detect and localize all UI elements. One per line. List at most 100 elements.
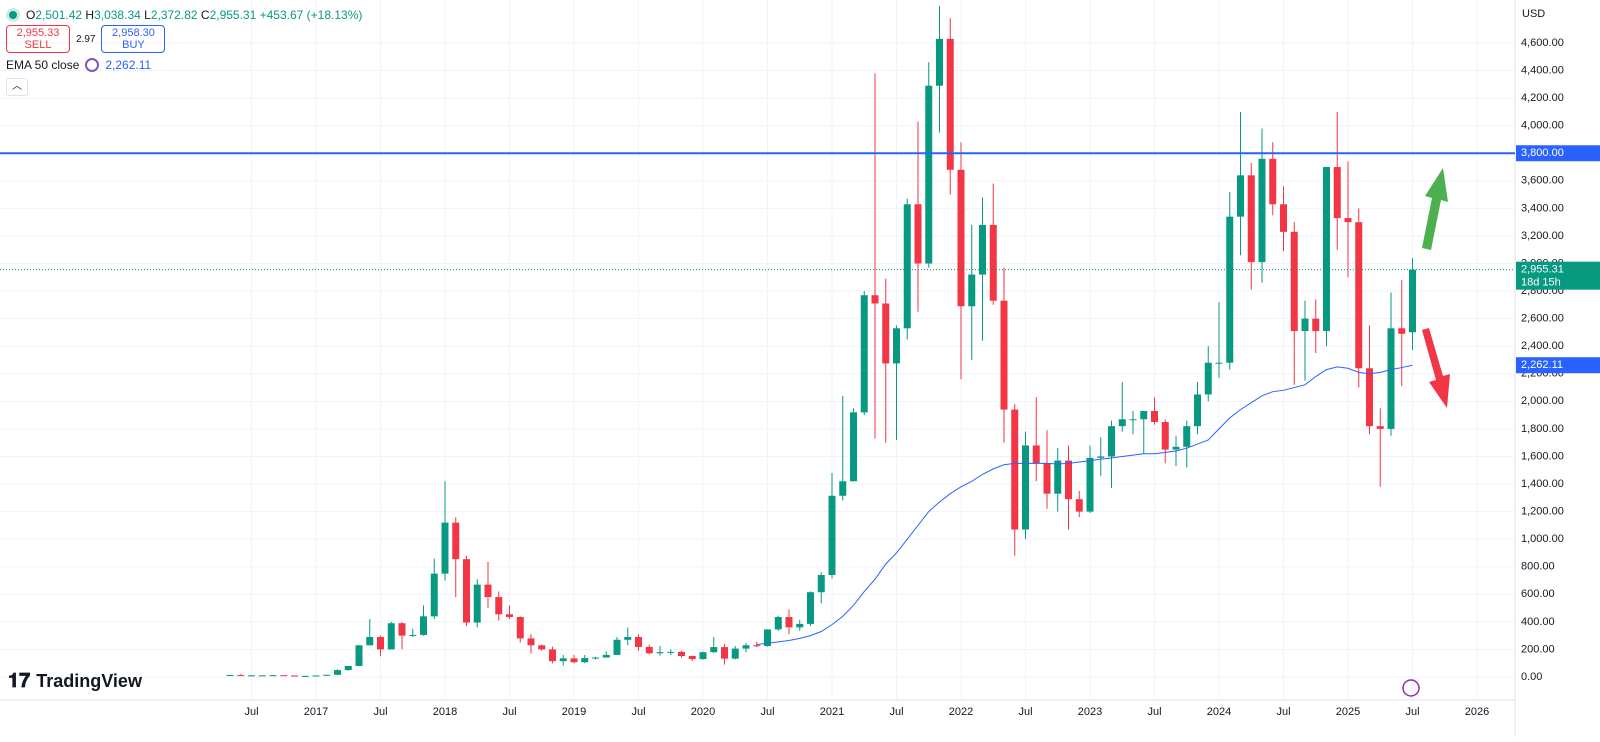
status-dot — [6, 8, 20, 22]
currency: USD — [1522, 8, 1545, 20]
candle-body — [473, 584, 481, 623]
collapse-button[interactable]: ︿ — [6, 78, 28, 96]
candle-body — [1344, 218, 1352, 223]
candle-body — [1075, 499, 1083, 512]
candle-body — [420, 616, 427, 635]
price-tag — [1516, 261, 1600, 290]
change: +453.67 (+18.13%) — [259, 8, 363, 22]
candle-body — [699, 652, 707, 660]
candle-body — [710, 647, 718, 653]
value: 2,372.82 — [150, 8, 198, 22]
y-tick-label: 4,000.00 — [1521, 120, 1564, 132]
candle-body — [828, 495, 836, 575]
candle-body — [344, 665, 352, 671]
y-tick-label: 600.00 — [1521, 588, 1555, 600]
y-tick-label: 0.00 — [1521, 671, 1542, 683]
candle-body — [624, 637, 632, 640]
y-tick-label: 4,600.00 — [1521, 37, 1564, 49]
candle-body — [946, 38, 954, 170]
price-tag-label: 3,800.00 — [1521, 147, 1564, 159]
candle-body — [1355, 222, 1363, 369]
candle-body — [1043, 463, 1051, 494]
x-tick-label: 2017 — [304, 706, 328, 718]
price-tag — [1516, 357, 1600, 374]
sell-label: SELL — [24, 39, 52, 51]
buy-button[interactable]: 2,958.30 BUY — [101, 25, 166, 53]
candle-body — [721, 647, 728, 659]
y-tick-label: 2,400.00 — [1521, 340, 1564, 352]
y-tick-label: 2,000.00 — [1521, 395, 1564, 407]
y-tick-label: 200.00 — [1521, 643, 1555, 655]
x-tick-label: 2025 — [1336, 706, 1360, 718]
candle-body — [570, 658, 578, 663]
x-tick-label: Jul — [1018, 706, 1032, 718]
price-tag — [1516, 145, 1600, 162]
candle-body — [785, 617, 793, 628]
candle-body — [968, 274, 976, 307]
candle-body — [1086, 457, 1094, 512]
indicator-icon[interactable] — [85, 58, 100, 72]
candle-body — [893, 328, 900, 364]
candle-body — [355, 645, 363, 666]
candle-body — [291, 675, 298, 677]
candle-body — [516, 617, 524, 639]
label: C — [200, 8, 210, 22]
y-tick-label: 1,000.00 — [1521, 533, 1564, 545]
candle-body — [1011, 409, 1019, 530]
candle-body — [538, 645, 546, 650]
lightning-icon[interactable] — [1402, 679, 1420, 697]
candle-body — [1194, 394, 1201, 427]
candle-body — [1376, 426, 1384, 429]
candle-body — [484, 584, 492, 598]
buy-price: 2,958.30 — [112, 27, 155, 39]
x-tick-label: Jul — [1405, 706, 1419, 718]
logo-icon: 𝟏𝟕 — [8, 670, 31, 692]
candle-body — [581, 658, 589, 663]
candle-body — [592, 657, 599, 659]
y-tick-label: 1,600.00 — [1521, 450, 1564, 462]
candle-body — [1280, 204, 1287, 232]
indicator-name: EMA 50 close — [6, 58, 80, 72]
x-tick-label: 2023 — [1078, 706, 1102, 718]
candle-body — [441, 522, 449, 574]
candle-body — [226, 675, 234, 677]
candle-body — [559, 658, 567, 662]
candle-body — [1333, 167, 1341, 219]
candle-body — [1097, 456, 1105, 458]
candle-body — [817, 574, 825, 593]
x-tick-label: 2022 — [949, 706, 973, 718]
candle-body — [914, 204, 922, 264]
candle-body — [495, 597, 503, 615]
candle-body — [731, 648, 739, 659]
candle-body — [1237, 175, 1244, 217]
candle-body — [796, 623, 804, 628]
candle-body — [613, 639, 621, 655]
candle-body — [1172, 446, 1180, 450]
candle-body — [1151, 410, 1158, 423]
sell-button[interactable]: 2,955.33 SELL — [6, 25, 70, 53]
x-tick-label: Jul — [1147, 706, 1161, 718]
candle-body — [1226, 216, 1234, 363]
candle-body — [387, 623, 395, 650]
candle-body — [1118, 419, 1126, 427]
value: 3,038.34 — [94, 8, 141, 22]
y-tick-label: 1,400.00 — [1521, 478, 1564, 490]
candle-body — [463, 559, 470, 623]
candle-body — [258, 675, 266, 677]
candle-body — [688, 656, 696, 660]
x-tick-label: Jul — [631, 706, 645, 718]
candle-body — [979, 224, 986, 275]
candle-body — [850, 412, 857, 482]
x-tick-label: 2024 — [1207, 706, 1231, 718]
candle-body — [430, 573, 438, 617]
candle-body — [936, 38, 943, 86]
candle-body — [1323, 167, 1330, 332]
candle-body — [377, 637, 384, 650]
candle-body — [1032, 445, 1040, 464]
y-tick-label: 3,400.00 — [1521, 202, 1564, 214]
candle-body — [764, 629, 771, 646]
x-tick-label: 2020 — [691, 706, 715, 718]
candle-body — [1301, 318, 1309, 332]
